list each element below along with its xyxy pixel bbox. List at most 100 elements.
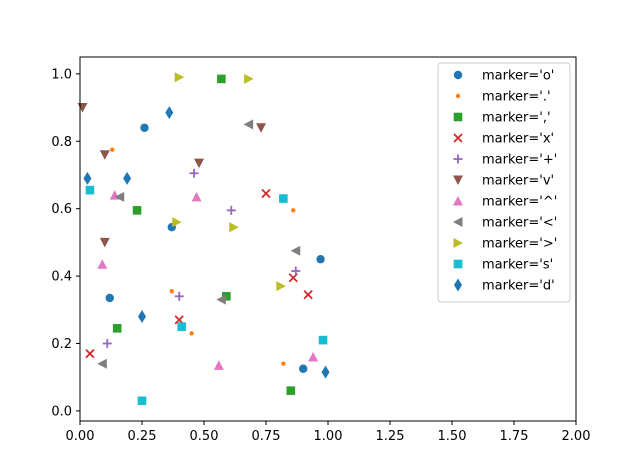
data-point (229, 222, 239, 233)
data-point (114, 191, 125, 202)
legend-label: marker='+' (482, 153, 557, 168)
data-point (174, 291, 184, 301)
data-point (97, 358, 107, 369)
x-tick-label: 0.00 (66, 429, 95, 444)
series-8 (172, 72, 286, 292)
data-point (123, 171, 132, 185)
x-tick-label: 0.50 (190, 429, 219, 444)
series-10 (83, 106, 330, 379)
legend-entry: marker='^' (453, 195, 557, 210)
x-tick-label: 0.75 (252, 429, 281, 444)
legend-entry: marker='v' (453, 174, 554, 189)
x-tick-label: 1.50 (438, 429, 467, 444)
legend-entry: marker='x' (453, 132, 554, 147)
data-point (85, 185, 95, 195)
data-point (217, 74, 226, 84)
data-point (243, 119, 254, 130)
data-point (276, 281, 286, 292)
legend-marker (453, 259, 463, 269)
legend-label: marker='s' (482, 258, 553, 273)
y-tick-label: 0.0 (51, 404, 72, 419)
legend-marker (453, 133, 463, 143)
data-point (321, 365, 330, 379)
data-point (286, 386, 296, 395)
x-axis: 0.00 0.25 0.50 0.75 1.00 1.25 1.50 1.75 2.00 (66, 421, 591, 444)
series-3 (85, 188, 313, 359)
legend-label: marker='>' (482, 237, 557, 252)
legend-label: marker='o' (482, 69, 554, 84)
data-point (99, 237, 110, 248)
series-9 (85, 185, 328, 406)
data-point (299, 364, 308, 373)
data-point (110, 147, 115, 152)
data-point (189, 168, 199, 178)
data-point (213, 360, 224, 370)
data-point (112, 324, 122, 333)
y-tick-label: 0.6 (51, 202, 72, 217)
legend-marker (453, 112, 463, 122)
legend-label: marker='v' (482, 174, 554, 189)
y-tick-label: 0.2 (51, 337, 72, 352)
data-point (216, 294, 226, 305)
data-point (318, 335, 328, 345)
data-point (281, 361, 286, 366)
series-7 (97, 119, 301, 369)
data-point (137, 396, 147, 406)
data-point (191, 191, 202, 202)
data-point (291, 266, 301, 276)
data-point (291, 208, 296, 213)
y-tick-label: 0.8 (51, 135, 72, 150)
legend-entry: marker='s' (453, 258, 553, 273)
legend-label: marker='x' (482, 132, 554, 147)
data-point (105, 293, 114, 303)
legend-entry: marker='>' (453, 237, 557, 252)
legend-entry: marker='+' (453, 153, 557, 168)
series-6 (97, 190, 319, 370)
data-point (316, 255, 325, 264)
y-tick-label: 1.0 (51, 67, 72, 82)
legend-entry: marker=',' (453, 111, 551, 126)
data-point (97, 259, 108, 269)
data-point (138, 310, 146, 324)
legend-entry: marker='.' (455, 90, 551, 105)
legend-marker (453, 154, 463, 164)
data-point (261, 188, 271, 199)
data-point (222, 291, 231, 301)
legend-marker (455, 93, 461, 99)
series-4 (102, 168, 301, 348)
legend-entry: marker='o' (453, 69, 554, 84)
legend-marker (453, 175, 463, 185)
data-point (169, 289, 174, 294)
legend-frame (437, 62, 571, 303)
legend-label: marker=',' (482, 111, 551, 126)
y-tick-label: 0.4 (51, 270, 72, 285)
legend-label: marker='.' (482, 90, 551, 105)
legend-marker (453, 238, 463, 248)
data-point (102, 338, 112, 348)
legend: marker='o' marker='.' marker=',' marker='x'… (437, 62, 571, 303)
data-point (132, 206, 142, 215)
x-tick-label: 1.25 (376, 429, 405, 444)
data-point (290, 245, 301, 256)
data-point (172, 217, 182, 228)
legend-entry: marker='<' (453, 216, 557, 231)
data-point (194, 158, 205, 169)
data-point (177, 322, 186, 331)
data-point (189, 331, 194, 336)
legend-marker (454, 278, 462, 292)
series-1 (110, 147, 296, 366)
data-point (165, 106, 174, 120)
data-point (83, 171, 92, 185)
data-point (303, 289, 313, 300)
x-tick-label: 1.75 (500, 429, 529, 444)
legend-label: marker='^' (482, 195, 557, 210)
plot-area (77, 72, 330, 406)
data-point (140, 123, 149, 132)
x-tick-label: 2.00 (562, 429, 591, 444)
legend-label: marker='<' (482, 216, 557, 231)
legend-marker (453, 217, 463, 227)
legend-marker (453, 196, 463, 206)
series-2 (112, 74, 296, 395)
series-5 (77, 103, 267, 248)
